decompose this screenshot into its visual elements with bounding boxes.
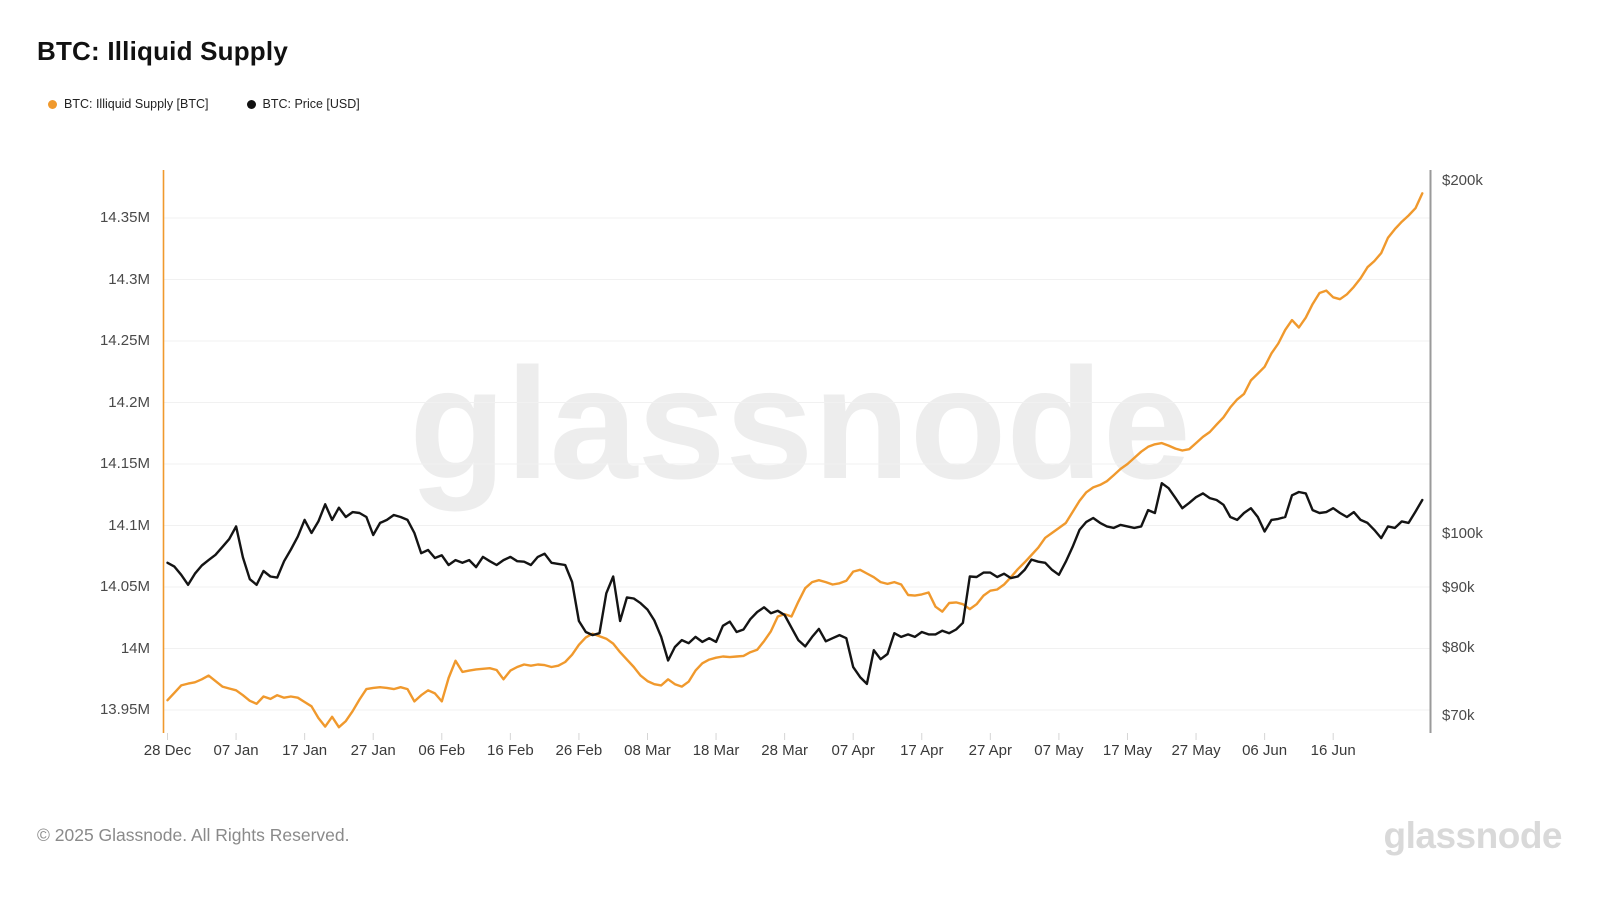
y-right-tick-label: $200k [1442, 172, 1483, 189]
y-right-tick-label: $100k [1442, 525, 1483, 542]
y-right-tick-label: $90k [1442, 578, 1475, 596]
legend-dot-icon [246, 99, 256, 109]
legend-item-label: BTC: Illiquid Supply [BTC] [64, 97, 209, 111]
glassnode-watermark: glassnode [409, 336, 1191, 512]
legend-item-price[interactable]: BTC: Price [USD] [246, 97, 360, 111]
legend-item-illiquid-supply[interactable]: BTC: Illiquid Supply [BTC] [48, 97, 209, 111]
y-left-tick-label: 14M [120, 639, 150, 657]
x-tick-label: 28 Mar [761, 742, 808, 759]
x-tick-label: 16 Jun [1310, 742, 1356, 759]
y-right-tick-label: $70k [1442, 706, 1475, 724]
x-tick-label: 28 Dec [143, 742, 192, 759]
y-right-tick-label: $80k [1442, 638, 1475, 656]
x-tick-label: 17 Apr [900, 742, 944, 759]
y-left-tick-label: 14.25M [99, 332, 150, 349]
x-tick-label: 18 Mar [692, 742, 740, 759]
y-left-tick-label: 14.35M [99, 209, 150, 226]
page-title: BTC: Illiquid Supply [37, 36, 288, 66]
y-left-tick-label: 14.05M [99, 578, 150, 595]
x-tick-label: 27 May [1171, 742, 1221, 759]
chart-legend: BTC: Illiquid Supply [BTC] BTC: Price [US… [48, 97, 360, 111]
x-tick-label: 06 Jun [1242, 742, 1288, 759]
y-left-tick-label: 14.15M [99, 455, 150, 472]
x-tick-label: 17 May [1102, 742, 1153, 759]
x-tick-label: 17 Jan [282, 742, 328, 759]
y-left-tick-label: 14.1M [108, 516, 150, 534]
y-left-tick-label: 14.2M [108, 393, 150, 411]
price-line[interactable] [166, 482, 1424, 686]
glassnode-logo: glassnode [1383, 815, 1563, 856]
x-tick-label: 07 Jan [213, 742, 259, 759]
x-tick-label: 08 Mar [624, 742, 671, 759]
y-left-tick-label: 13.95M [99, 701, 150, 718]
x-tick-label: 27 Apr [968, 742, 1013, 759]
x-tick-label: 07 Apr [831, 742, 875, 759]
legend-dot-icon [48, 99, 57, 109]
x-tick-label: 16 Feb [486, 742, 534, 759]
x-tick-label: 06 Feb [418, 742, 466, 759]
x-tick-label: 07 May [1034, 742, 1084, 759]
legend-item-label: BTC: Price [USD] [262, 97, 360, 111]
illiquid-supply-line[interactable] [166, 192, 1424, 729]
x-tick-label: 26 Feb [555, 742, 603, 759]
y-left-tick-label: 14.3M [108, 270, 150, 288]
x-tick-label: 27 Jan [350, 742, 396, 759]
copyright-text: © 2025 Glassnode. All Rights Reserved. [37, 825, 350, 845]
